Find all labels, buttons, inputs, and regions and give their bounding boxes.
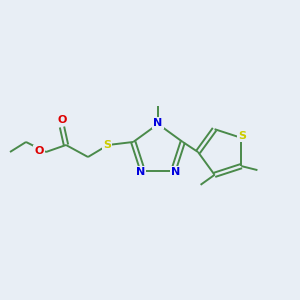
Text: N: N bbox=[171, 167, 180, 177]
Text: S: S bbox=[238, 131, 246, 141]
Text: O: O bbox=[34, 146, 44, 156]
Text: O: O bbox=[57, 115, 67, 125]
Text: N: N bbox=[136, 167, 145, 177]
Text: N: N bbox=[153, 118, 163, 128]
Text: S: S bbox=[103, 140, 111, 150]
